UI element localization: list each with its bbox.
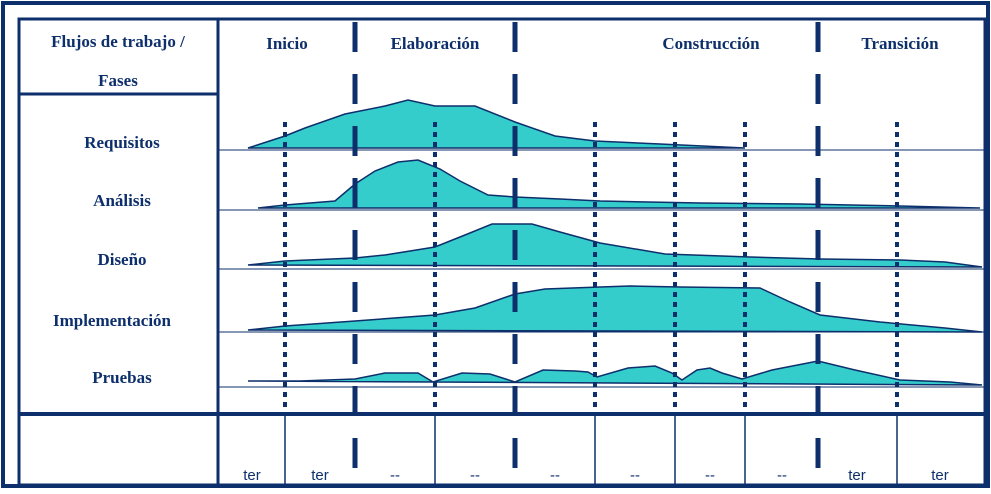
phase-label-construccion: Construcción: [662, 34, 760, 53]
iteration-labels: ter ter -- -- -- -- -- -- ter ter: [243, 467, 949, 484]
phase-label-transicion: Transición: [861, 34, 939, 53]
inner-frame: [17, 17, 987, 487]
iteration-label: --: [630, 467, 640, 484]
phase-label-elaboracion: Elaboración: [391, 34, 480, 53]
requisitos-curve: [247, 99, 746, 149]
iteration-label: --: [470, 467, 480, 484]
header-title-line1: Flujos de trabajo /: [51, 32, 185, 51]
iteration-label: --: [550, 467, 560, 484]
workflow-label-analisis: Análisis: [93, 191, 151, 210]
iteration-label: --: [390, 467, 400, 484]
iteration-label: ter: [243, 467, 261, 484]
workflow-label-pruebas: Pruebas: [92, 368, 152, 387]
workflow-label-diseno: Diseño: [97, 250, 146, 269]
workflow-label-requisitos: Requisitos: [84, 133, 160, 152]
pruebas-curve: [247, 360, 983, 386]
header-title-line2: Fases: [98, 71, 138, 90]
diseno-curve: [247, 223, 983, 268]
iteration-label: ter: [848, 467, 866, 484]
row-baselines: [218, 149, 985, 388]
phase-boundaries: [352, 22, 821, 480]
implementacion-curve: [247, 285, 983, 333]
iteration-label: --: [705, 467, 715, 484]
iteration-label: ter: [931, 467, 949, 484]
analisis-curve: [257, 159, 981, 209]
iteration-label: ter: [311, 467, 329, 484]
iteration-boundaries: [283, 122, 899, 414]
phase-label-inicio: Inicio: [266, 34, 308, 53]
iteration-cell-dividers: [284, 414, 898, 485]
iteration-label: --: [777, 467, 787, 484]
workflow-curves: [247, 99, 983, 386]
workflow-label-implementacion: Implementación: [53, 311, 172, 330]
